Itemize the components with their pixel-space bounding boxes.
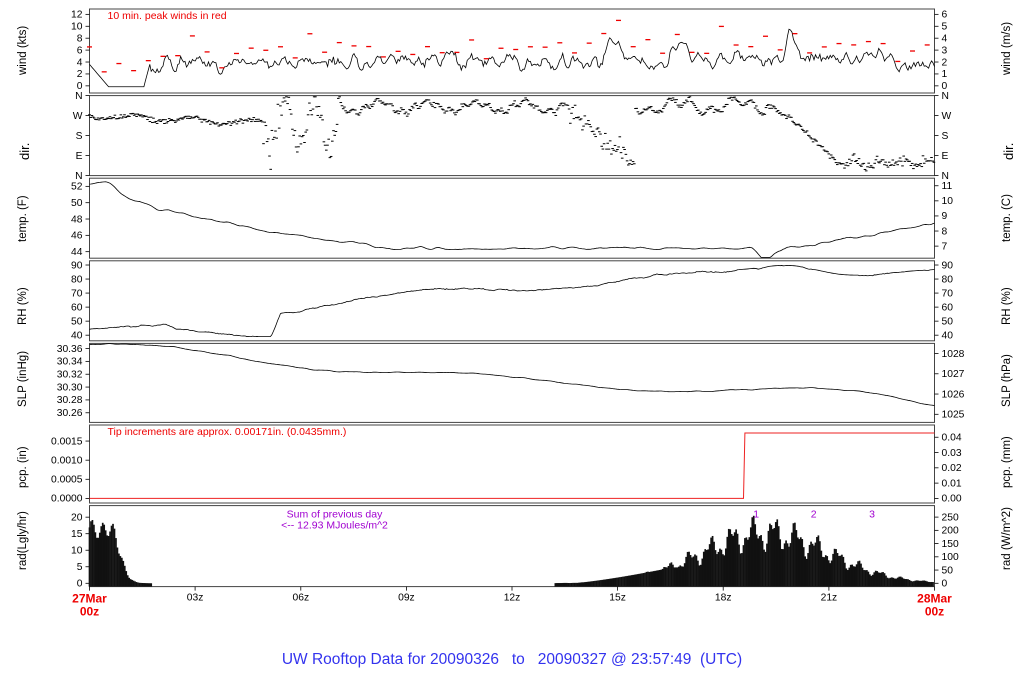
svg-text:30.30: 30.30 xyxy=(57,382,83,393)
svg-text:60: 60 xyxy=(942,302,954,313)
svg-text:250: 250 xyxy=(942,512,959,523)
svg-text:80: 80 xyxy=(71,274,83,285)
svg-text:0: 0 xyxy=(942,579,948,590)
svg-text:8: 8 xyxy=(942,226,948,237)
svg-text:10 min. peak winds in red: 10 min. peak winds in red xyxy=(108,10,227,22)
svg-text:<-- 12.93 MJoules/m^2: <-- 12.93 MJoules/m^2 xyxy=(281,520,388,532)
svg-text:0.01: 0.01 xyxy=(942,478,962,489)
svg-text:06z: 06z xyxy=(292,593,309,604)
svg-text:15z: 15z xyxy=(609,593,626,604)
svg-text:3: 3 xyxy=(869,509,875,521)
svg-text:2: 2 xyxy=(942,57,948,68)
svg-text:30.34: 30.34 xyxy=(57,357,83,368)
svg-text:6: 6 xyxy=(77,45,83,56)
svg-text:50: 50 xyxy=(71,316,83,327)
svg-text:N: N xyxy=(942,91,949,102)
svg-text:30.28: 30.28 xyxy=(57,395,83,406)
svg-text:10: 10 xyxy=(71,22,83,33)
svg-text:12: 12 xyxy=(71,10,83,21)
svg-text:15: 15 xyxy=(71,529,83,540)
svg-text:00z: 00z xyxy=(925,605,944,619)
svg-text:70: 70 xyxy=(71,288,83,299)
svg-text:200: 200 xyxy=(942,526,959,537)
svg-text:50: 50 xyxy=(71,198,83,209)
svg-text:50: 50 xyxy=(942,316,954,327)
svg-text:18z: 18z xyxy=(715,593,732,604)
svg-text:0.02: 0.02 xyxy=(942,463,962,474)
svg-text:10: 10 xyxy=(942,196,954,207)
svg-text:90: 90 xyxy=(71,260,83,271)
svg-text:UW Rooftop Data for 20090326: UW Rooftop Data for 20090326 to 20090327… xyxy=(282,651,742,668)
svg-text:44: 44 xyxy=(71,247,83,258)
svg-text:46: 46 xyxy=(71,231,83,242)
svg-text:E: E xyxy=(76,151,83,162)
svg-text:52: 52 xyxy=(71,182,83,193)
svg-text:1: 1 xyxy=(942,69,948,80)
svg-text:40: 40 xyxy=(942,330,954,341)
svg-text:S: S xyxy=(76,131,83,142)
svg-text:30.26: 30.26 xyxy=(57,408,83,419)
svg-text:0.00: 0.00 xyxy=(942,494,962,505)
svg-text:0.04: 0.04 xyxy=(942,433,962,444)
svg-text:0.0010: 0.0010 xyxy=(51,455,83,466)
svg-text:0.03: 0.03 xyxy=(942,448,962,459)
svg-text:9: 9 xyxy=(942,211,948,222)
svg-text:48: 48 xyxy=(71,214,83,225)
svg-text:2: 2 xyxy=(77,69,83,80)
svg-text:1025: 1025 xyxy=(942,410,965,421)
svg-text:09z: 09z xyxy=(398,593,415,604)
svg-text:150: 150 xyxy=(942,539,959,550)
svg-text:28Mar: 28Mar xyxy=(917,592,952,606)
svg-text:12z: 12z xyxy=(504,593,521,604)
svg-text:00z: 00z xyxy=(80,605,99,619)
svg-text:0.0015: 0.0015 xyxy=(51,436,83,447)
svg-text:90: 90 xyxy=(942,260,954,271)
svg-text:40: 40 xyxy=(71,330,83,341)
svg-text:W: W xyxy=(73,111,83,122)
svg-text:0.0005: 0.0005 xyxy=(51,475,83,486)
svg-text:10: 10 xyxy=(71,546,83,557)
svg-text:11: 11 xyxy=(942,181,953,192)
svg-text:1026: 1026 xyxy=(942,389,965,400)
svg-text:3: 3 xyxy=(942,45,948,56)
svg-text:21z: 21z xyxy=(821,593,838,604)
svg-text:4: 4 xyxy=(77,57,83,68)
svg-text:20: 20 xyxy=(71,512,83,523)
svg-text:60: 60 xyxy=(71,302,83,313)
svg-text:0.0000: 0.0000 xyxy=(51,494,83,505)
svg-text:70: 70 xyxy=(942,288,954,299)
svg-text:2: 2 xyxy=(811,509,817,521)
svg-text:1028: 1028 xyxy=(942,349,965,360)
svg-text:0: 0 xyxy=(77,579,83,590)
svg-text:27Mar: 27Mar xyxy=(72,592,107,606)
svg-text:1027: 1027 xyxy=(942,369,965,380)
svg-text:30.36: 30.36 xyxy=(57,344,83,355)
svg-text:80: 80 xyxy=(942,274,954,285)
svg-text:5: 5 xyxy=(77,562,83,573)
svg-text:Tip increments are approx. 0.0: Tip increments are approx. 0.00171in. (0… xyxy=(108,426,347,438)
svg-text:E: E xyxy=(942,151,949,162)
svg-text:W: W xyxy=(942,111,952,122)
svg-text:03z: 03z xyxy=(187,593,204,604)
svg-text:50: 50 xyxy=(942,565,954,576)
svg-text:1: 1 xyxy=(753,509,759,521)
svg-text:8: 8 xyxy=(77,33,83,44)
svg-text:30.32: 30.32 xyxy=(57,370,83,381)
svg-text:N: N xyxy=(75,91,82,102)
svg-text:N: N xyxy=(75,171,82,182)
svg-text:4: 4 xyxy=(942,33,948,44)
svg-text:6: 6 xyxy=(942,10,948,21)
svg-text:100: 100 xyxy=(942,552,959,563)
svg-text:7: 7 xyxy=(942,241,948,252)
svg-text:5: 5 xyxy=(942,22,948,33)
svg-text:S: S xyxy=(942,131,949,142)
